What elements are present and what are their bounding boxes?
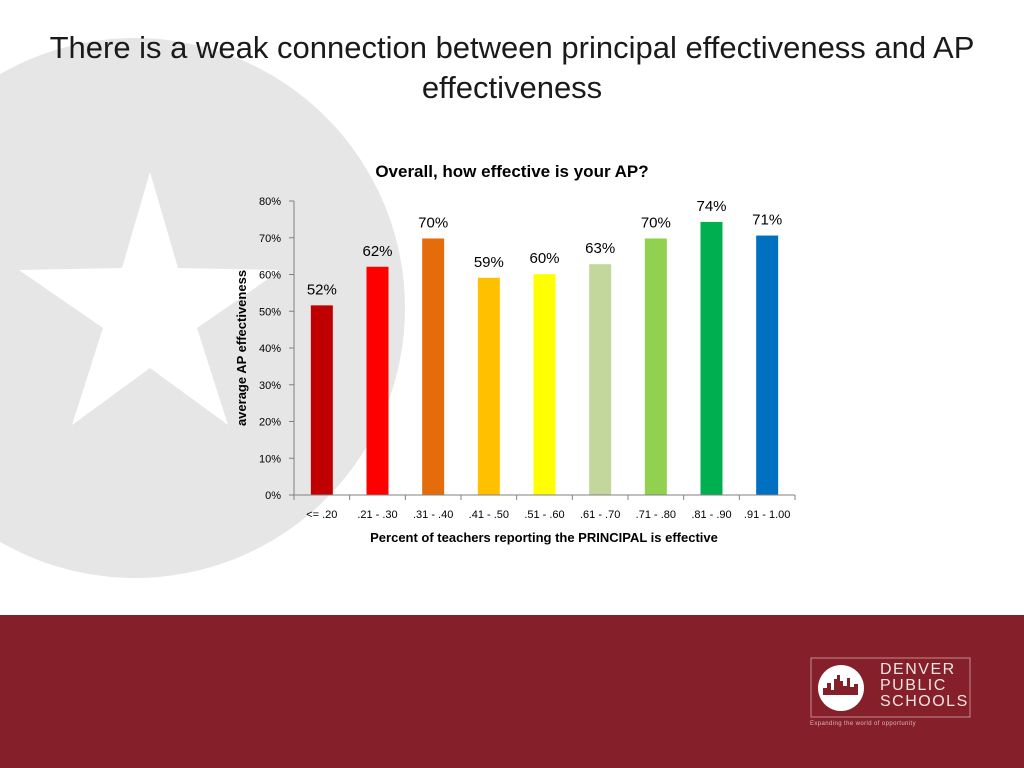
bar-data-label: 71% [752,212,782,229]
slide-title: There is a weak connection between princ… [49,30,975,105]
skyline-icon [823,675,858,695]
y-tick-label: 50% [259,306,281,318]
bar [422,238,445,496]
y-tick-label: 30% [259,380,281,392]
chart-title: Overall, how effective is your AP? [375,162,648,181]
y-tick-label: 0% [265,490,281,502]
bar [533,274,556,495]
y-tick-label: 70% [259,233,281,245]
logo-line-1: DENVER [880,661,956,678]
x-tick-label: <= .20 [306,509,337,521]
bar [366,266,389,495]
logo-line-2: PUBLIC [880,677,947,694]
y-tick-label: 10% [259,453,281,465]
logo-line-3: SCHOOLS [880,693,969,710]
bar [310,305,333,495]
x-tick-label: .41 - .50 [469,509,509,521]
x-tick-label: .31 - .40 [413,509,453,521]
y-tick-label: 80% [259,196,281,208]
x-tick-label: .61 - .70 [580,509,620,521]
bar-data-label: 60% [529,250,559,267]
x-tick-label: .71 - .80 [636,509,676,521]
dps-logo [810,657,971,718]
bar [589,264,612,495]
bar-data-label: 52% [307,281,337,298]
bar [477,277,500,495]
x-tick-label: .21 - .30 [357,509,397,521]
bar-data-label: 59% [474,254,504,271]
bar [756,235,779,496]
bar [644,238,667,496]
x-axis-label: Percent of teachers reporting the PRINCI… [370,530,718,545]
x-tick-label: .51 - .60 [524,509,564,521]
logo-border [810,657,971,718]
logo-wordmark: DENVER PUBLIC SCHOOLS [880,662,970,710]
bar-data-label: 70% [418,214,448,231]
y-tick-label: 20% [259,417,281,429]
bar-data-label: 63% [585,240,615,257]
bar-data-label: 70% [641,214,671,231]
star-icon [19,172,281,425]
y-axis-label: average AP effectiveness [234,270,249,426]
x-tick-label: .81 - .90 [691,509,731,521]
y-tick-label: 40% [259,343,281,355]
x-tick-label: .91 - 1.00 [744,509,790,521]
logo-tagline: Expanding the world of opportunity [810,721,916,727]
bar-data-label: 74% [696,198,726,215]
y-tick-label: 60% [259,270,281,282]
bar [700,221,723,495]
bar-data-label: 62% [362,243,392,260]
